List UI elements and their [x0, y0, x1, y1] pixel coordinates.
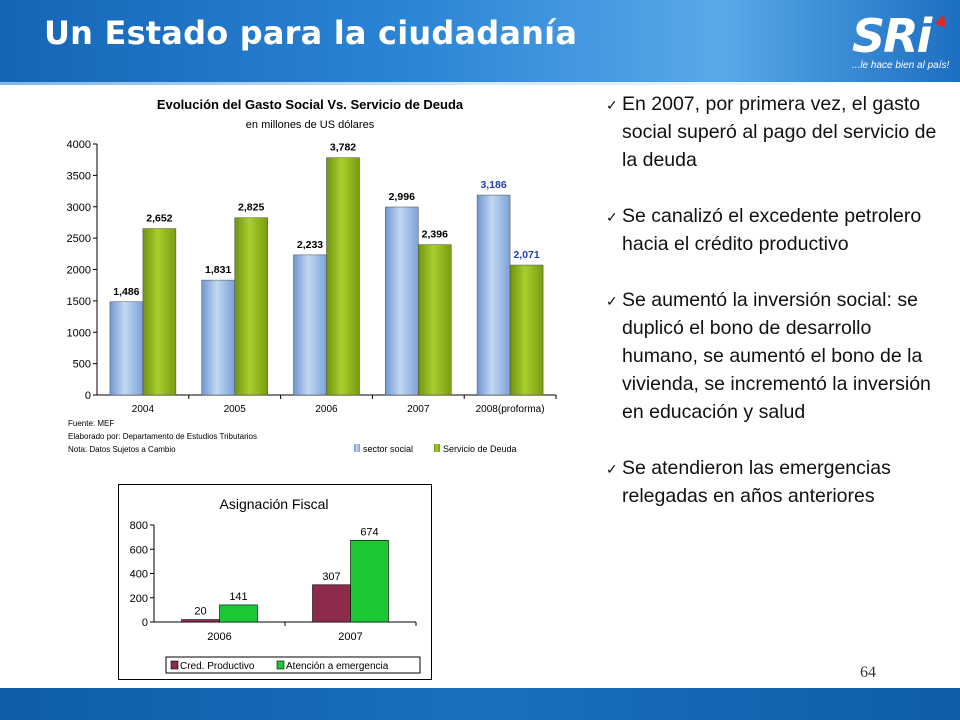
x-tick-label: 2006: [315, 404, 338, 415]
bullet-list: ✓ En 2007, por primera vez, el gasto soc…: [606, 90, 946, 510]
bar-servicio-deuda: [234, 217, 268, 396]
data-label: 3,782: [330, 142, 356, 154]
chart1-note-author: Elaborado por: Departamento de Estudios …: [68, 432, 257, 441]
bullet-item: ✓ Se atendieron las emergencias relegada…: [606, 454, 946, 510]
y-tick-label: 4000: [67, 139, 91, 151]
bar-cred-productivo: [312, 584, 351, 623]
data-label: 1,831: [205, 264, 231, 276]
logo-accent-icon: [934, 12, 950, 28]
y-tick-label: 800: [130, 520, 148, 532]
x-tick-label: 2007: [338, 631, 362, 643]
bar-servicio-deuda: [418, 244, 452, 396]
page-title: Un Estado para la ciudadanía: [44, 14, 578, 52]
bar-servicio-deuda: [326, 157, 360, 396]
x-tick-label: 2007: [407, 404, 430, 415]
bar-atencion-emergencia: [219, 604, 258, 623]
bar-sector-social: [385, 206, 419, 396]
y-tick-label: 200: [130, 593, 148, 605]
data-label: 1,486: [113, 286, 139, 298]
check-icon: ✓: [606, 461, 618, 477]
bar-servicio-deuda: [509, 264, 544, 396]
x-tick-label: 2006: [207, 631, 231, 643]
data-label: 141: [229, 591, 247, 603]
chart1-note-source: Fuente: MEF: [68, 419, 114, 428]
bar-cred-productivo: [181, 619, 220, 623]
y-tick-label: 500: [73, 359, 91, 371]
y-tick-label: 1000: [67, 327, 91, 339]
data-label: 2,396: [422, 229, 448, 241]
y-tick-label: 2000: [67, 265, 91, 277]
data-label: 2,233: [297, 239, 323, 251]
bar-atencion-emergencia: [350, 539, 389, 623]
legend-swatch-sector-social: [354, 444, 360, 452]
y-tick-label: 1500: [67, 296, 91, 308]
x-tick-label: 2005: [224, 404, 247, 415]
legend-swatch-cred-productivo: [170, 660, 179, 670]
sri-logo: SRi ...le hace bien al país!: [852, 10, 952, 78]
logo-tagline: ...le hace bien al país!: [852, 60, 950, 71]
y-tick-label: 0: [85, 390, 91, 402]
chart-asignacion-fiscal-frame: Asignación Fiscal 0 200 400 600 800 2006 2007 …: [118, 484, 432, 680]
data-label: 2,825: [238, 202, 264, 214]
legend-label-sector-social: sector social: [363, 444, 413, 454]
data-label: 2,071: [513, 249, 539, 261]
bar-sector-social: [201, 279, 235, 396]
data-label: 307: [322, 571, 340, 583]
bullet-item: ✓ En 2007, por primera vez, el gasto soc…: [606, 90, 946, 174]
chart1-title: Evolución del Gasto Social Vs. Servicio …: [157, 97, 464, 112]
check-icon: ✓: [606, 293, 618, 309]
bar-sector-social: [109, 301, 144, 396]
logo-text: SRi: [852, 9, 932, 63]
bar-sector-social: [476, 194, 511, 396]
legend-label-cred-productivo: Cred. Productivo: [180, 661, 255, 672]
bullet-item: ✓ Se aumentó la inversión social: se dup…: [606, 286, 946, 426]
chart-gasto-social-vs-deuda: Evolución del Gasto Social Vs. Servicio …: [67, 97, 557, 454]
data-label: 3,186: [480, 179, 506, 191]
x-tick-label: 2008(proforma): [476, 404, 545, 415]
bullet-item: ✓ Se canalizó el excedente petrolero hac…: [606, 202, 946, 258]
check-icon: ✓: [606, 209, 618, 225]
bar-servicio-deuda: [142, 228, 177, 396]
legend-swatch-servicio-deuda: [434, 444, 440, 452]
y-tick-label: 2500: [67, 233, 91, 245]
legend-box: [165, 656, 421, 674]
y-tick-label: 3000: [67, 202, 91, 214]
bullet-text: En 2007, por primera vez, el gasto socia…: [622, 93, 937, 171]
legend-label-atencion-emergencia: Atención a emergencia: [286, 661, 389, 672]
legend-swatch-atencion-emergencia: [276, 660, 285, 670]
bar-sector-social: [293, 254, 327, 396]
bullet-text: Se aumentó la inversión social: se dupli…: [622, 289, 931, 423]
y-tick-label: 3500: [67, 170, 91, 182]
data-label: 2,996: [389, 191, 415, 203]
chart2-title: Asignación Fiscal: [220, 496, 329, 512]
legend-label-servicio-deuda: Servicio de Deuda: [443, 444, 517, 454]
check-icon: ✓: [606, 97, 618, 113]
header-divider: [0, 82, 960, 85]
y-tick-label: 400: [130, 569, 148, 581]
chart1-note-disclaimer: Nota: Datos Sujetos a Cambio: [68, 445, 176, 454]
y-tick-label: 0: [142, 617, 148, 629]
page-number: 64: [860, 664, 876, 681]
chart1-subtitle: en millones de US dólares: [246, 119, 375, 131]
bullet-text: Se atendieron las emergencias relegadas …: [622, 457, 891, 507]
y-tick-label: 600: [130, 544, 148, 556]
data-label: 674: [360, 526, 378, 538]
data-label: 20: [194, 606, 206, 618]
bullet-text: Se canalizó el excedente petrolero hacia…: [622, 205, 922, 255]
header-bar: [0, 0, 960, 82]
data-label: 2,652: [146, 213, 172, 225]
x-tick-label: 2004: [132, 404, 155, 415]
footer-bar: [0, 688, 960, 720]
